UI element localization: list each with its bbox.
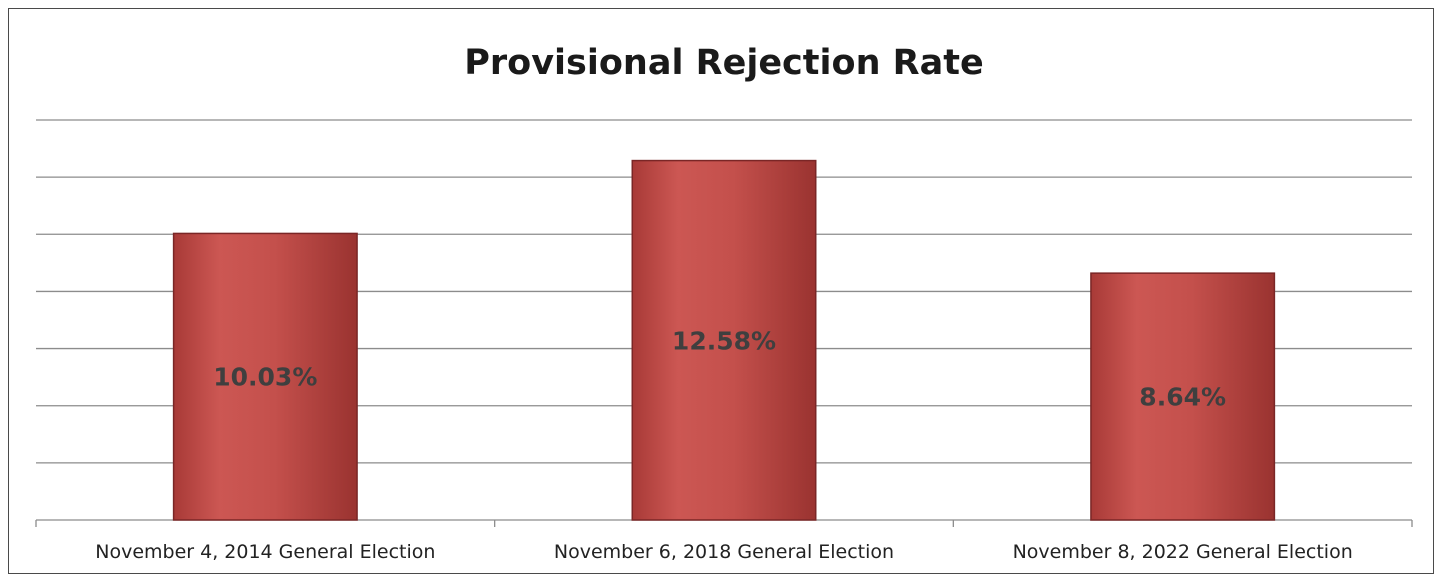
bar bbox=[1090, 272, 1276, 521]
category-labels: November 4, 2014 General Election Novembe… bbox=[95, 541, 1353, 563]
bar-value-label: 12.58% bbox=[672, 326, 776, 355]
category-label: November 4, 2014 General Election bbox=[95, 541, 435, 563]
bar bbox=[172, 232, 358, 521]
bar bbox=[631, 159, 817, 521]
category-label: November 8, 2022 General Election bbox=[1013, 541, 1353, 563]
category-label: November 6, 2018 General Election bbox=[554, 541, 894, 563]
bars bbox=[172, 159, 1276, 521]
bar-value-label: 8.64% bbox=[1139, 383, 1226, 412]
data-labels: 10.03% 12.58% 8.64% bbox=[213, 326, 1226, 411]
bar-value-label: 10.03% bbox=[213, 363, 317, 392]
chart-title: Provisional Rejection Rate bbox=[464, 43, 983, 83]
